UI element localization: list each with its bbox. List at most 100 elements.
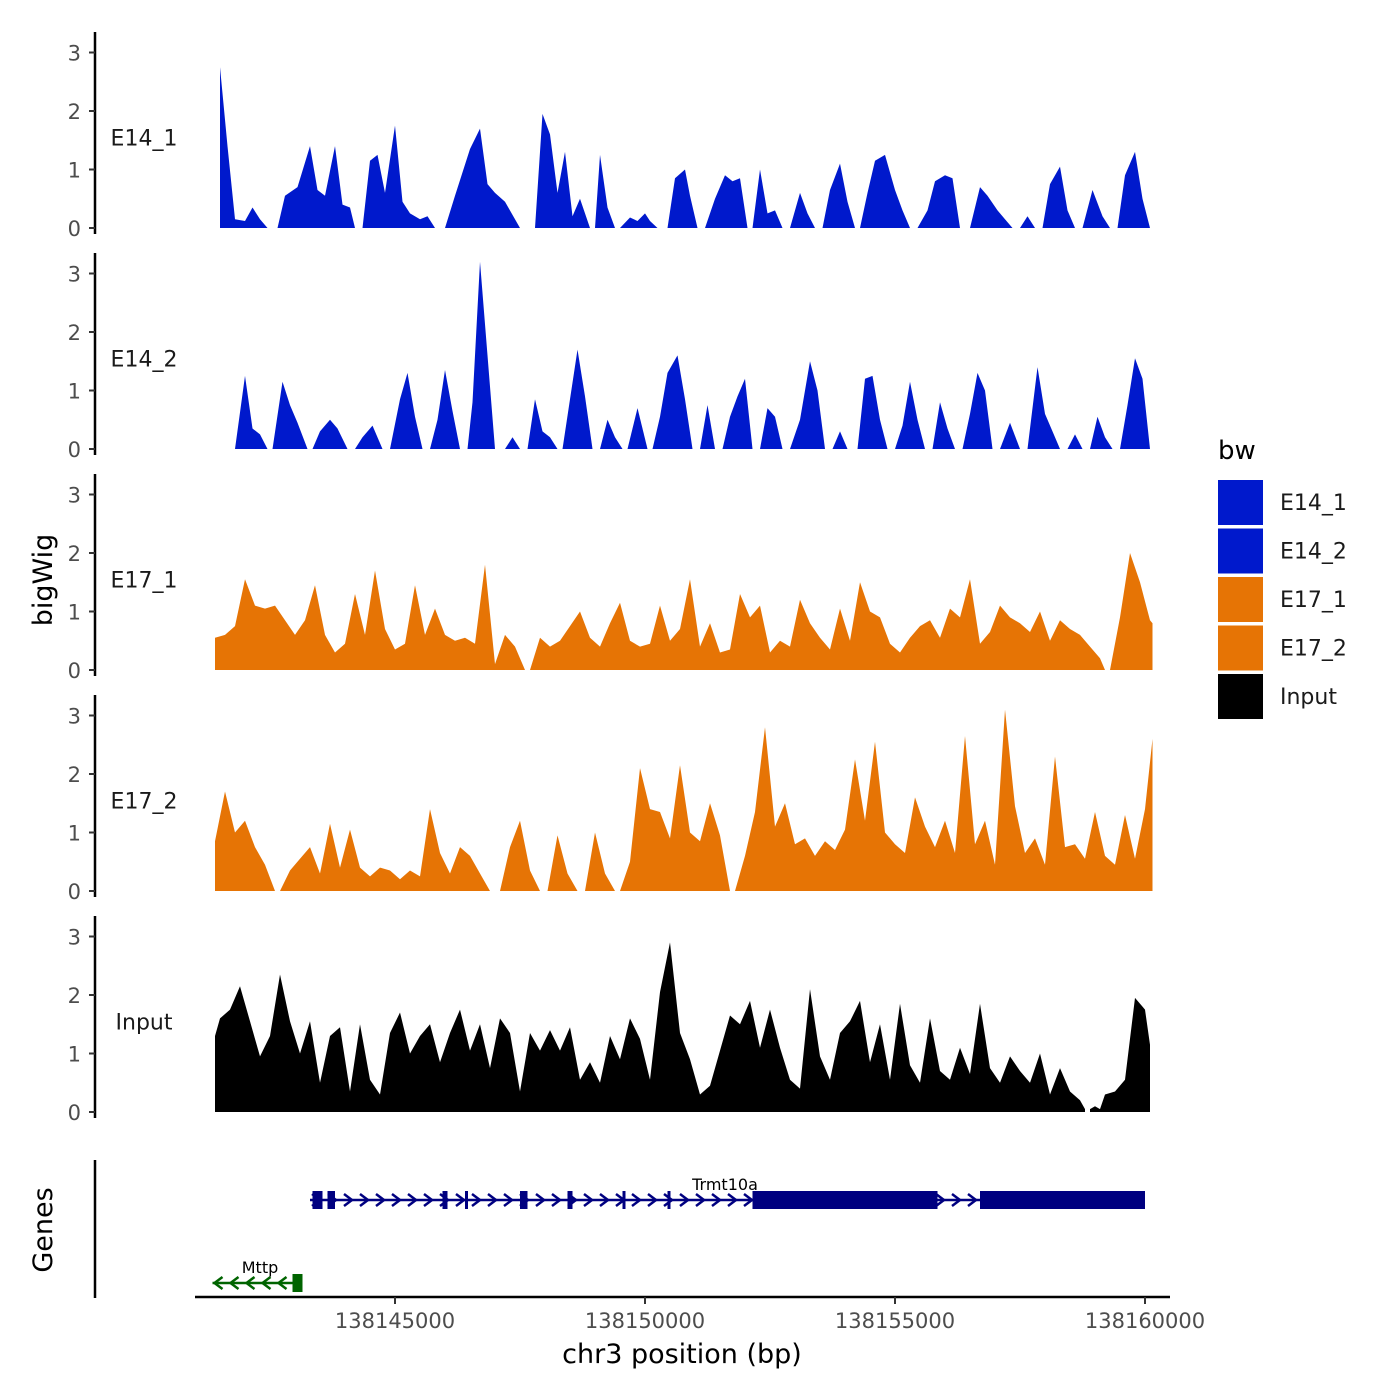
- strand-chevron: [727, 1193, 739, 1207]
- gene-exon: [520, 1191, 528, 1209]
- x-tick-label: 138155000: [835, 1309, 955, 1333]
- y-tick-label: 3: [68, 42, 81, 66]
- strand-chevron: [967, 1193, 979, 1207]
- coverage-area: [932, 402, 955, 449]
- coverage-area: [822, 163, 855, 228]
- track-label: Input: [116, 1010, 173, 1035]
- x-axis-title: chr3 position (bp): [562, 1339, 802, 1370]
- coverage-area: [620, 213, 658, 228]
- gene-exon: [752, 1191, 938, 1209]
- y-tick-label: 2: [68, 321, 81, 345]
- y-tick-label: 3: [68, 484, 81, 508]
- coverage-area: [652, 355, 693, 449]
- strand-chevron: [391, 1193, 403, 1207]
- legend-swatch: [1218, 528, 1263, 574]
- coverage-area: [722, 378, 753, 449]
- coverage-area: [752, 169, 783, 228]
- y-tick-label: 2: [68, 763, 81, 787]
- gene-exon: [667, 1191, 671, 1209]
- strand-chevron: [743, 1193, 755, 1207]
- coverage-area: [970, 187, 1013, 228]
- coverage-area: [1120, 358, 1150, 449]
- y-tick-label: 1: [68, 1043, 81, 1067]
- coverage-area: [760, 408, 783, 449]
- y-tick-label: 2: [68, 984, 81, 1008]
- strand-chevron: [503, 1193, 515, 1207]
- track-label: E17_1: [111, 568, 178, 593]
- strand-chevron: [695, 1193, 707, 1207]
- y-axis-title: bigWig: [28, 534, 59, 627]
- coverage-area: [620, 765, 730, 891]
- y-tick-label: 3: [68, 926, 81, 950]
- coverage-area: [790, 192, 815, 228]
- gene-exon: [297, 1274, 303, 1292]
- coverage-area: [585, 832, 615, 891]
- coverage-area: [735, 709, 1153, 891]
- legend-swatch: [1218, 625, 1263, 671]
- gene-exon: [622, 1191, 626, 1209]
- strand-chevron: [583, 1193, 595, 1207]
- legend-label: E17_2: [1280, 637, 1347, 662]
- x-tick-label: 138145000: [335, 1309, 455, 1333]
- coverage-area: [1027, 367, 1060, 449]
- y-tick-label: 1: [68, 159, 81, 183]
- coverage-area: [595, 154, 615, 228]
- coverage-area: [1020, 216, 1035, 228]
- coverage-area: [390, 372, 423, 449]
- track-E17_2: 0 1 2 3 E17_2: [68, 695, 1153, 904]
- legend-label: E14_2: [1280, 540, 1347, 565]
- track-Input: 0 1 2 3 Input: [68, 916, 1150, 1125]
- y-tick-label: 2: [68, 100, 81, 124]
- coverage-area: [600, 419, 623, 449]
- track-label: E14_1: [111, 126, 178, 151]
- coverage-area: [1110, 553, 1153, 670]
- track-E14_1: 0 1 2 3 E14_1: [68, 32, 1150, 241]
- coverage-area: [1117, 151, 1150, 228]
- strand-chevron: [951, 1193, 963, 1207]
- coverage-area: [705, 175, 748, 228]
- gene-exon: [442, 1191, 448, 1209]
- strand-chevron: [423, 1193, 435, 1207]
- y-tick-label: 0: [68, 438, 81, 462]
- coverage-area: [312, 419, 348, 449]
- gene-exon: [980, 1191, 1145, 1209]
- y-tick-label: 1: [68, 822, 81, 846]
- coverage-area: [667, 169, 698, 228]
- gene-Trmt10a: Trmt10a: [310, 1175, 1145, 1209]
- coverage-area: [1067, 434, 1083, 449]
- strand-chevron: [663, 1193, 675, 1207]
- coverage-area: [1000, 422, 1020, 449]
- gene-label: Mttp: [242, 1258, 279, 1277]
- strand-chevron: [228, 1276, 240, 1290]
- coverage-area: [355, 425, 383, 449]
- coverage-area: [527, 399, 558, 449]
- legend: bw E14_1 E14_2 E17_1 E17_2 Input: [1218, 436, 1347, 719]
- strand-chevron: [471, 1193, 483, 1207]
- coverage-area: [445, 128, 520, 228]
- legend-label: Input: [1280, 685, 1337, 710]
- coverage-area: [832, 431, 848, 449]
- legend-label: E14_1: [1280, 491, 1347, 516]
- strand-chevron: [212, 1276, 224, 1290]
- track-E17_1: 0 1 2 3 E17_1: [68, 474, 1153, 683]
- legend-swatch: [1218, 480, 1263, 525]
- strand-chevron: [647, 1193, 659, 1207]
- legend-label: E17_1: [1280, 588, 1347, 613]
- coverage-area: [1090, 997, 1150, 1112]
- y-tick-label: 0: [68, 1101, 81, 1125]
- coverage-area: [215, 942, 1085, 1112]
- coverage-area: [1082, 190, 1110, 228]
- coverage-area: [562, 349, 593, 449]
- strand-chevron: [359, 1193, 371, 1207]
- strand-chevron: [407, 1193, 419, 1207]
- strand-chevron: [935, 1193, 947, 1207]
- coverage-area: [627, 408, 648, 449]
- strand-chevron: [276, 1276, 288, 1290]
- coverage-area: [505, 437, 520, 449]
- coverage-area: [860, 154, 910, 228]
- y-tick-label: 1: [68, 601, 81, 625]
- coverage-area: [1042, 166, 1075, 228]
- x-tick-label: 138160000: [1085, 1309, 1205, 1333]
- track-label: E14_2: [111, 347, 178, 372]
- coverage-area: [1090, 416, 1113, 449]
